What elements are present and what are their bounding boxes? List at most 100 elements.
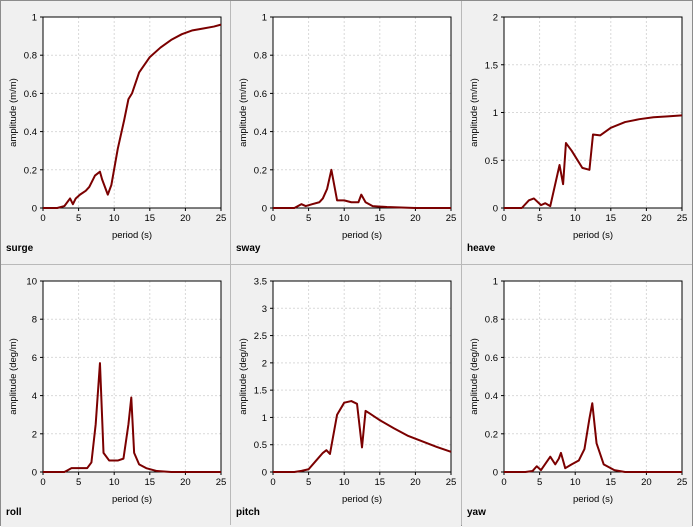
y-axis-label: amplitude (deg/m) (238, 338, 249, 415)
y-tick-label: 0.8 (485, 315, 498, 326)
y-tick-label: 1.5 (485, 60, 498, 71)
x-axis-label: period (s) (112, 494, 152, 505)
y-tick-label: 0.8 (254, 51, 267, 62)
x-tick-label: 15 (375, 213, 386, 224)
x-tick-label: 15 (145, 477, 156, 488)
x-axis-label: period (s) (573, 230, 613, 241)
x-tick-label: 0 (270, 213, 275, 224)
y-axis-label: amplitude (deg/m) (8, 338, 19, 415)
heave-series-line (504, 114, 683, 209)
x-tick-label: 0 (40, 477, 45, 488)
x-tick-label: 20 (410, 213, 421, 224)
sway-panel: 0 5 10 15 20 25 0 0.2 0.4 0.6 0.8 1 period (s) amplit… (231, 1, 461, 263)
x-axis-label: period (s) (112, 230, 152, 241)
panel-label-pitch: pitch (236, 507, 260, 518)
x-tick-label: 15 (375, 477, 386, 488)
x-tick-label: 10 (339, 213, 350, 224)
pitch-series-line (273, 400, 452, 473)
panel-label-heave: heave (467, 243, 496, 254)
y-axis-label: amplitude (m/m) (469, 78, 480, 147)
x-tick-label: 25 (677, 213, 688, 224)
x-tick-label: 5 (537, 477, 542, 488)
x-tick-label: 0 (40, 213, 45, 224)
y-tick-label: 3.5 (254, 277, 267, 288)
y-tick-label: 0 (493, 204, 498, 215)
x-tick-label: 20 (180, 477, 191, 488)
plot-area (43, 281, 221, 472)
sway-series-line (273, 168, 451, 209)
x-tick-label: 5 (306, 213, 311, 224)
x-tick-label: 25 (216, 213, 227, 224)
x-tick-label: 10 (339, 477, 350, 488)
plot-area (504, 281, 682, 472)
x-tick-label: 5 (76, 213, 81, 224)
sway-chart: 0 5 10 15 20 25 0 0.2 0.4 0.6 0.8 1 period (s) amplit… (238, 13, 456, 242)
heave-panel: 0 5 10 15 20 25 0 0.5 1 1.5 2 period (s) amplitude (… (462, 1, 692, 263)
y-tick-label: 1 (493, 108, 498, 119)
plot-frame (272, 280, 452, 473)
y-tick-label: 0 (262, 468, 267, 479)
x-tick-label: 0 (501, 213, 506, 224)
yaw-series-line (504, 402, 682, 473)
x-tick-label: 10 (570, 477, 581, 488)
x-tick-label: 0 (270, 477, 275, 488)
y-tick-label: 0.2 (254, 165, 267, 176)
plot-frame (42, 280, 222, 473)
roll-panel: 0 5 10 15 20 25 0 2 4 6 8 10 period (s) amplitude (de… (1, 265, 231, 527)
y-tick-label: 0 (493, 468, 498, 479)
pitch-panel: 0 5 10 15 20 25 0 0.5 1 1.5 2 2.5 3 3.5 period (s) ampl… (231, 265, 461, 527)
y-tick-label: 0.4 (485, 391, 498, 402)
y-tick-label: 10 (26, 277, 37, 288)
y-tick-label: 0.5 (254, 440, 267, 451)
x-tick-label: 20 (641, 213, 652, 224)
x-tick-label: 10 (109, 477, 120, 488)
heave-chart: 0 5 10 15 20 25 0 0.5 1 1.5 2 period (s) amplitude (… (469, 13, 688, 242)
y-tick-label: 2 (32, 429, 37, 440)
plot-area (273, 17, 451, 208)
y-tick-label: 0.2 (485, 429, 498, 440)
y-tick-label: 4 (32, 391, 37, 402)
panel-label-sway: sway (236, 243, 261, 254)
y-tick-label: 0.6 (254, 89, 267, 100)
y-tick-label: 0.8 (24, 51, 37, 62)
x-tick-label: 20 (410, 477, 421, 488)
x-tick-label: 25 (216, 477, 227, 488)
plot-area (43, 17, 221, 208)
x-tick-label: 5 (76, 477, 81, 488)
plot-frame (503, 280, 683, 473)
surge-series-line (43, 23, 222, 209)
plot-frame (42, 16, 222, 209)
y-tick-label: 0 (32, 468, 37, 479)
vertical-divider-1 (230, 1, 231, 525)
x-tick-label: 20 (641, 477, 652, 488)
x-tick-label: 0 (501, 477, 506, 488)
x-axis-label: period (s) (342, 230, 382, 241)
surge-chart: 0 5 10 15 20 25 0 0.2 0.4 0.6 0.8 1 period (s) amplit… (8, 13, 227, 242)
y-tick-label: 8 (32, 315, 37, 326)
x-tick-label: 15 (145, 213, 156, 224)
y-tick-label: 0.4 (24, 127, 37, 138)
x-axis-label: period (s) (573, 494, 613, 505)
y-tick-label: 3 (262, 304, 267, 315)
yaw-panel: 0 5 10 15 20 25 0 0.2 0.4 0.6 0.8 1 period (s) amplit… (462, 265, 692, 527)
yaw-chart: 0 5 10 15 20 25 0 0.2 0.4 0.6 0.8 1 period (s) amplit… (469, 277, 687, 506)
x-tick-label: 5 (306, 477, 311, 488)
y-tick-label: 2.5 (254, 331, 267, 342)
x-tick-label: 10 (109, 213, 120, 224)
y-tick-label: 2 (493, 13, 498, 24)
x-tick-label: 10 (570, 213, 581, 224)
y-tick-label: 1 (262, 13, 267, 24)
y-tick-label: 0 (32, 204, 37, 215)
roll-series-line (43, 362, 221, 473)
y-axis-label: amplitude (deg/m) (469, 338, 480, 415)
y-tick-label: 0.2 (24, 165, 37, 176)
x-tick-label: 15 (606, 213, 617, 224)
vertical-divider-2 (461, 1, 462, 525)
x-tick-label: 20 (180, 213, 191, 224)
y-tick-label: 0.6 (24, 89, 37, 100)
y-tick-label: 2 (262, 358, 267, 369)
x-tick-label: 5 (537, 213, 542, 224)
pitch-chart: 0 5 10 15 20 25 0 0.5 1 1.5 2 2.5 3 3.5 period (s) ampl… (238, 277, 456, 506)
y-tick-label: 1 (32, 13, 37, 24)
plot-frame (272, 16, 452, 209)
